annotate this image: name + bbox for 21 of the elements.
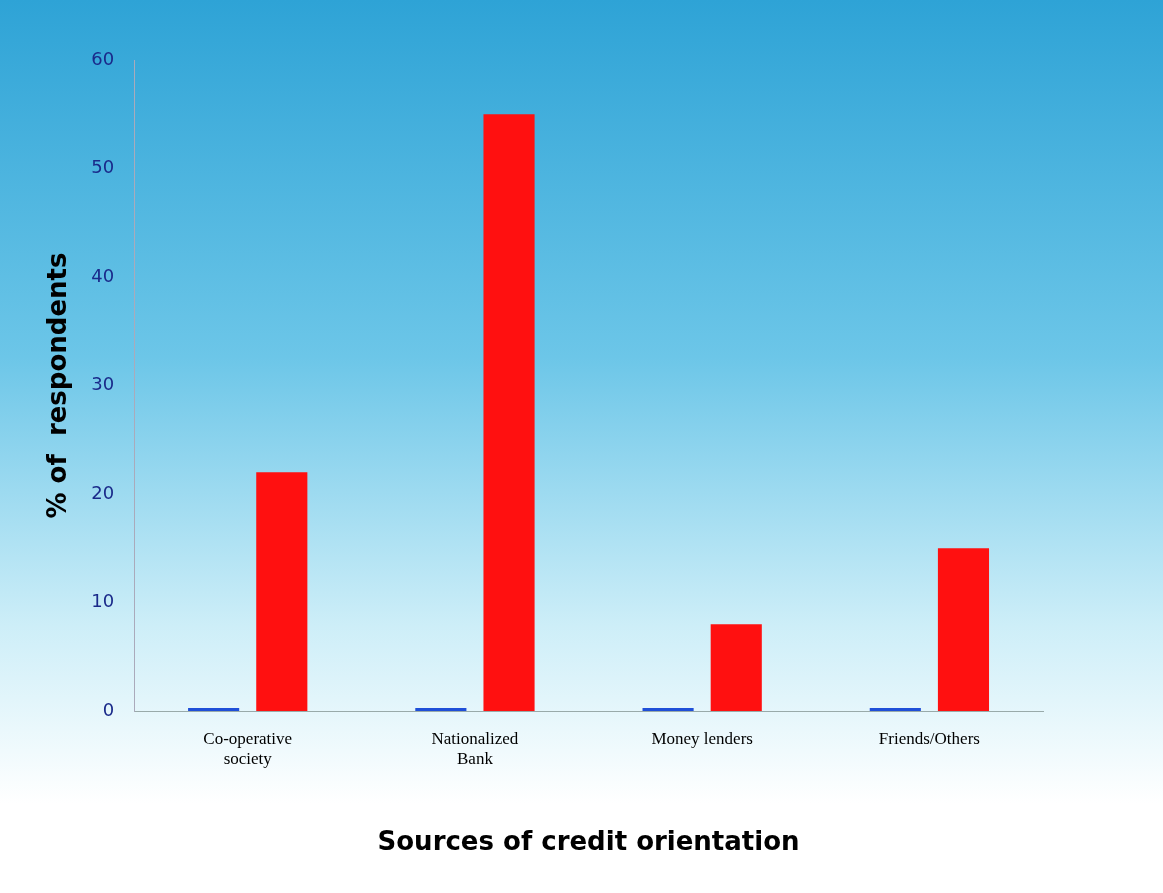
bar [415,708,467,711]
bar [710,624,762,711]
y-tick-label: 50 [91,156,115,178]
bar [483,114,535,711]
y-tick-label: 0 [102,698,115,720]
y-tick-label: 30 [91,373,115,395]
x-tick-label: Money lenders [651,728,753,748]
y-tick-label: 10 [91,590,115,612]
x-tick-label: Friends/Others [878,728,980,748]
bar [937,548,990,711]
bar [256,472,308,711]
y-tick-label: 20 [91,481,115,503]
y-axis-title: % of respondents [42,252,73,519]
x-axis-title: Sources of credit orientation [377,826,800,857]
bar [188,708,240,711]
y-tick-label: 60 [91,47,115,69]
x-tick-label: Nationalized Bank [431,728,519,769]
x-tick-label: Co-operative society [203,728,293,769]
y-tick-label: 40 [91,264,115,286]
bar [642,708,694,711]
bar [869,708,921,711]
